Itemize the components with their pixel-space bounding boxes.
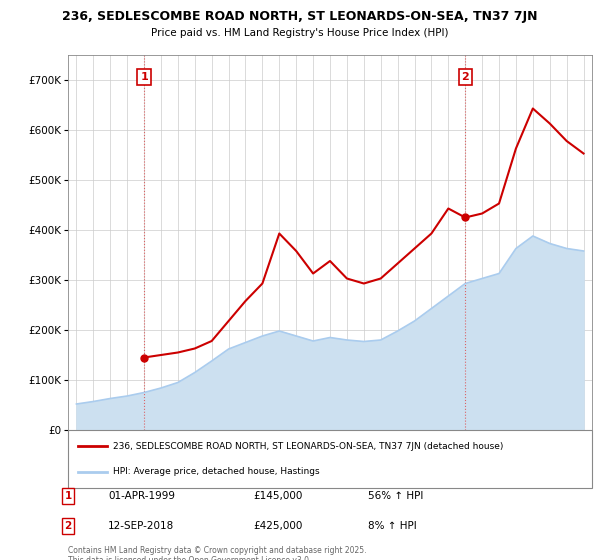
Text: 56% ↑ HPI: 56% ↑ HPI (368, 491, 424, 501)
Text: 8% ↑ HPI: 8% ↑ HPI (368, 521, 417, 531)
Text: 236, SEDLESCOMBE ROAD NORTH, ST LEONARDS-ON-SEA, TN37 7JN (detached house): 236, SEDLESCOMBE ROAD NORTH, ST LEONARDS… (113, 442, 503, 451)
Text: HPI: Average price, detached house, Hastings: HPI: Average price, detached house, Hast… (113, 467, 319, 476)
FancyBboxPatch shape (68, 430, 592, 488)
Text: Price paid vs. HM Land Registry's House Price Index (HPI): Price paid vs. HM Land Registry's House … (151, 28, 449, 38)
Text: £425,000: £425,000 (253, 521, 302, 531)
Text: 12-SEP-2018: 12-SEP-2018 (108, 521, 174, 531)
Text: 2: 2 (461, 72, 469, 82)
Text: £145,000: £145,000 (253, 491, 302, 501)
Text: 236, SEDLESCOMBE ROAD NORTH, ST LEONARDS-ON-SEA, TN37 7JN: 236, SEDLESCOMBE ROAD NORTH, ST LEONARDS… (62, 10, 538, 23)
Text: 01-APR-1999: 01-APR-1999 (108, 491, 175, 501)
Text: 1: 1 (140, 72, 148, 82)
Text: 2: 2 (64, 521, 71, 531)
Text: 1: 1 (64, 491, 71, 501)
Text: Contains HM Land Registry data © Crown copyright and database right 2025.
This d: Contains HM Land Registry data © Crown c… (68, 546, 367, 560)
